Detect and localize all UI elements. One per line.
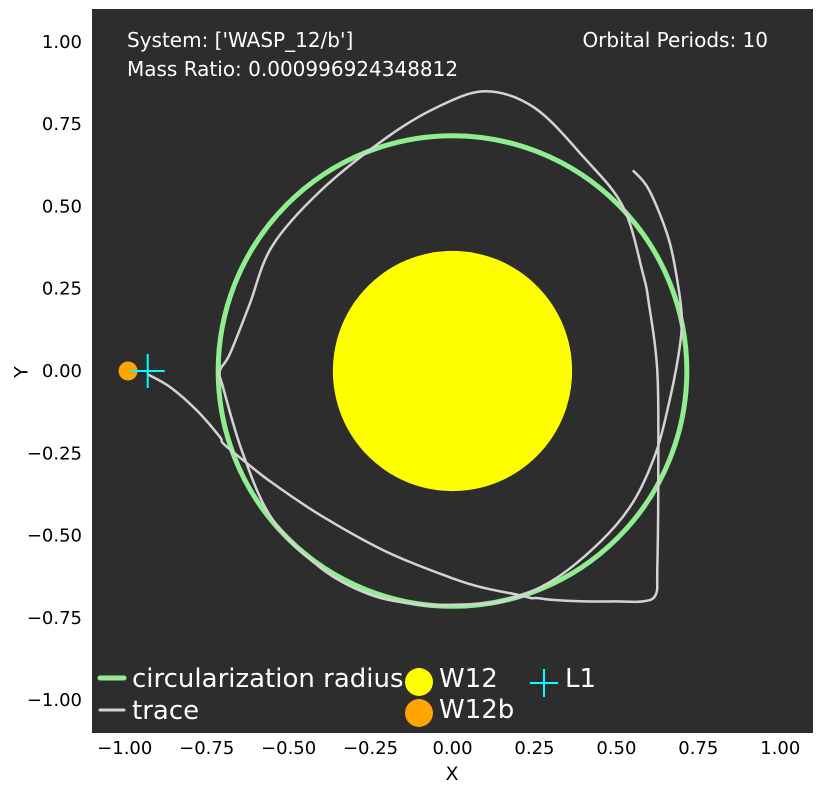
x-tick-label: 0.00 [432,738,472,759]
star-w12 [332,250,573,492]
periods-annotation: Orbital Periods: 10 [582,28,768,52]
legend-swatch-4 [530,669,558,697]
x-tick-label: 0.25 [514,738,554,759]
x-tick-label: 1.00 [760,738,800,759]
x-tick-label: −0.25 [343,738,398,759]
trace-line [147,90,684,607]
legend-label: trace [132,696,199,726]
legend-swatch-3 [405,699,433,727]
x-tick-label: 0.75 [678,738,718,759]
y-tick-label: 0.50 [42,196,82,217]
legend-label: W12 [439,664,498,694]
y-tick-label: 0.75 [42,114,82,135]
legend-label: L1 [565,664,596,694]
y-tick-label: −0.25 [27,443,82,464]
x-tick-label: −1.00 [97,738,152,759]
y-axis-label: Y [11,366,33,379]
mass-ratio-annotation: Mass Ratio: 0.000996924348812 [127,57,458,81]
y-tick-label: 0.00 [42,361,82,382]
legend-label: W12b [439,695,514,725]
y-tick-label: 0.25 [42,279,82,300]
y-tick-label: −0.50 [27,526,82,547]
l1-marker [130,354,165,388]
system-annotation: System: ['WASP_12/b'] [127,28,353,52]
y-tick-label: 1.00 [42,32,82,53]
y-tick-label: −0.75 [27,608,82,629]
legend-swatch-2 [405,668,433,696]
planet-w12b [118,361,138,381]
y-tick-label: −1.00 [27,690,82,711]
x-axis-label: X [445,763,458,785]
circularization-radius-line [215,133,690,609]
x-tick-label: −0.50 [261,738,316,759]
x-tick-label: 0.50 [596,738,636,759]
x-tick-label: −0.75 [179,738,234,759]
legend-label: circularization radius [132,664,404,694]
